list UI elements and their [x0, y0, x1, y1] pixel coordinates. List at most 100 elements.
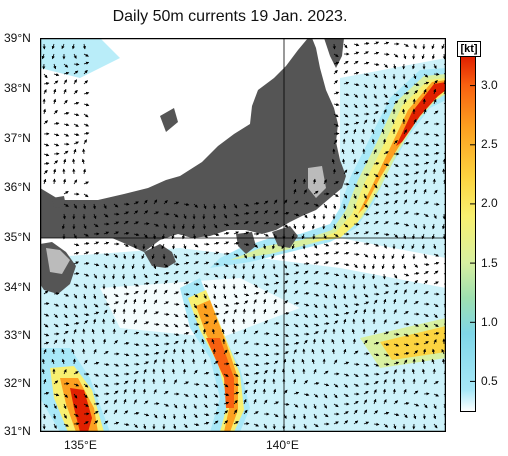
current-vector [333, 102, 340, 107]
current-vector [83, 80, 88, 85]
current-vector [53, 122, 60, 126]
current-vector [223, 263, 229, 268]
current-vector [123, 329, 128, 335]
current-vector [353, 241, 360, 245]
current-vector [443, 293, 446, 298]
current-vector [43, 73, 48, 79]
current-vector [413, 390, 419, 395]
current-vector [383, 52, 390, 56]
current-vector [281, 243, 285, 250]
current-vector [383, 151, 389, 155]
current-vector [63, 88, 67, 95]
colorbar-tick-1.5: 1.5 [481, 256, 498, 270]
current-vector [103, 252, 110, 256]
current-vector [293, 341, 300, 345]
current-vector [373, 183, 378, 189]
current-vector [153, 343, 160, 347]
current-vector [393, 369, 397, 375]
speed-band [40, 38, 120, 78]
current-vector [372, 118, 376, 125]
current-vector [303, 202, 310, 206]
current-vector [53, 98, 57, 105]
current-vector [353, 171, 360, 175]
current-vector [63, 303, 68, 309]
current-vector [233, 373, 239, 377]
current-vector [383, 399, 387, 405]
current-vector [213, 319, 217, 325]
current-vector [412, 233, 416, 240]
current-vector [73, 261, 79, 265]
current-vector [393, 63, 397, 70]
current-vector [371, 128, 375, 135]
current-vector [393, 199, 398, 205]
current-vector [132, 273, 136, 280]
current-vector [423, 88, 427, 95]
current-vector [433, 270, 439, 275]
current-vector [93, 241, 100, 245]
current-vector [362, 318, 366, 325]
current-vector [303, 291, 310, 296]
current-vector [83, 131, 90, 136]
current-vector [363, 193, 367, 199]
current-vector [183, 281, 190, 285]
speed-band [70, 388, 92, 432]
current-vector [63, 393, 68, 398]
current-vector [433, 213, 437, 219]
current-vector [393, 332, 400, 336]
current-vector [163, 323, 169, 327]
current-vector [393, 233, 399, 238]
current-vector [71, 338, 75, 345]
current-vector [53, 80, 59, 85]
current-vector [203, 403, 208, 408]
current-vector [323, 329, 327, 335]
current-vector [223, 223, 230, 227]
current-vector [403, 98, 407, 105]
current-vector [331, 158, 335, 165]
colorbar-tick-0.5: 0.5 [481, 374, 498, 388]
current-vector [113, 421, 120, 425]
lon-label-140: 140°E [266, 438, 299, 452]
current-vector [193, 313, 198, 318]
current-vector [373, 410, 378, 415]
current-vector [313, 323, 320, 327]
current-vector [63, 191, 69, 195]
current-vector [83, 242, 90, 246]
current-vector [353, 302, 360, 306]
current-vector [193, 282, 200, 286]
current-vector [253, 220, 259, 225]
current-vector [403, 333, 409, 337]
current-vector [363, 119, 368, 125]
current-vector [363, 160, 368, 165]
current-vector [72, 158, 76, 165]
current-vector [433, 151, 440, 156]
current-vector [123, 220, 129, 225]
current-vector [82, 43, 86, 50]
current-vector [391, 118, 395, 125]
current-vector [133, 399, 137, 405]
current-vector [93, 410, 99, 415]
current-vector [183, 331, 190, 335]
current-vector [293, 213, 300, 217]
current-vector [363, 72, 370, 77]
current-vector [43, 143, 50, 147]
current-vector [303, 380, 308, 385]
current-vector [93, 318, 97, 325]
current-vector [273, 310, 278, 315]
current-vector [173, 403, 178, 409]
current-vector [53, 303, 59, 307]
lat-label-33: 33°N [4, 328, 31, 342]
current-vector [73, 393, 78, 399]
current-vector [423, 73, 429, 78]
current-vector [351, 328, 355, 335]
current-vector [413, 179, 418, 185]
current-vector [383, 221, 389, 225]
current-vector [373, 103, 379, 107]
current-vector [273, 343, 280, 347]
current-vector [193, 303, 197, 309]
current-vector [423, 161, 430, 165]
current-vector [363, 172, 370, 177]
current-vector [203, 313, 209, 317]
current-vector [343, 122, 350, 126]
current-vector [343, 293, 347, 300]
current-vector [73, 233, 77, 239]
